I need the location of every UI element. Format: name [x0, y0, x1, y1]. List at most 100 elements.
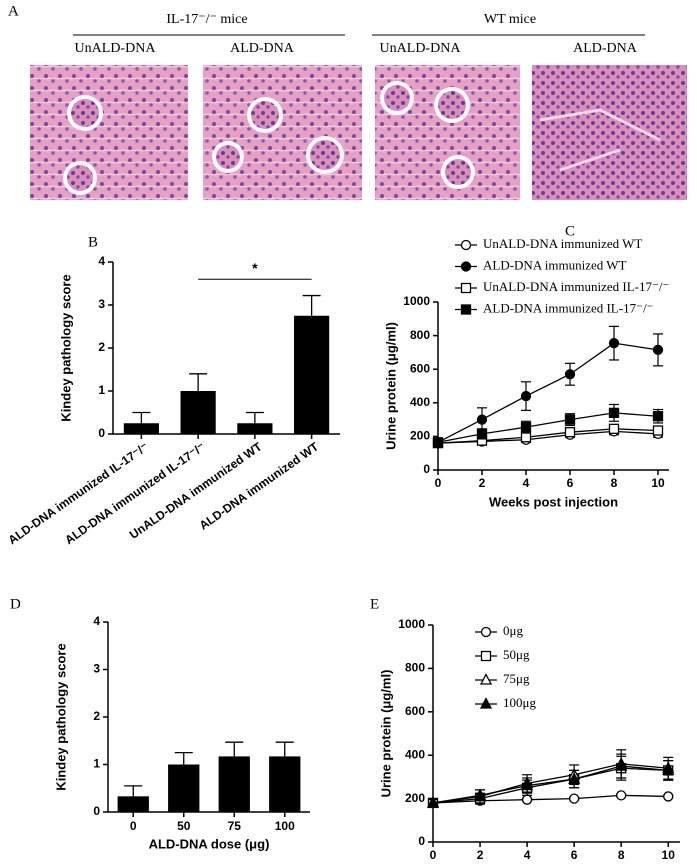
marker [663, 791, 674, 802]
x-tick-label: 0 [430, 848, 437, 862]
legend-label: 100μg [503, 695, 536, 710]
legend-marker [460, 239, 472, 251]
x-tick-label: 10 [662, 848, 676, 862]
x-tick-label: 6 [571, 848, 578, 862]
bar [180, 391, 216, 434]
y-tick-label: 400 [405, 747, 425, 761]
legend-marker [480, 626, 492, 638]
marker [520, 432, 532, 443]
x-tick-label: 6 [567, 476, 574, 490]
panel-label: C [565, 223, 575, 239]
legend-label: 0μg [503, 623, 523, 638]
y-tick-label: 600 [410, 361, 430, 375]
marker [476, 414, 488, 425]
bar [269, 756, 301, 812]
marker [564, 369, 576, 380]
y-axis-label: Kindey pathology score [53, 643, 68, 790]
marker [652, 344, 664, 356]
column-header: ALD-DNA [573, 41, 638, 56]
y-tick-label: 4 [98, 254, 105, 268]
x-tick-label: 50 [177, 819, 191, 833]
legend-label: UnALD-DNA immunized WT [483, 236, 642, 251]
marker [476, 428, 488, 440]
series-line [437, 428, 659, 444]
panel-label: A [8, 3, 19, 19]
histology-image [375, 65, 520, 200]
x-tick-label: 4 [524, 848, 531, 862]
marker [520, 422, 532, 433]
y-tick-label: 800 [405, 661, 425, 675]
legend-label: 50μg [503, 647, 530, 662]
x-tick-label: 8 [618, 848, 625, 862]
panel-label: E [370, 596, 379, 612]
x-axis-label: Weeks post injection [489, 494, 618, 509]
marker [608, 407, 620, 419]
x-tick-label: 4 [523, 476, 530, 490]
y-tick-label: 2 [98, 340, 105, 354]
y-tick-label: 0 [93, 804, 100, 818]
x-tick-label: 8 [611, 476, 618, 490]
bar [237, 423, 273, 434]
x-tick-label: 0 [130, 819, 137, 833]
marker [568, 772, 581, 784]
y-tick-label: 600 [405, 704, 425, 718]
legend-label: UnALD-DNA immunized IL-17⁻/⁻ [483, 279, 669, 294]
y-tick-label: 2 [93, 709, 100, 723]
legend-marker [460, 282, 472, 294]
series-line [432, 794, 669, 804]
legend-label: 75μg [503, 671, 530, 686]
legend-label: ALD-DNA immunized WT [483, 257, 627, 272]
y-tick-label: 0 [418, 834, 425, 848]
marker [662, 763, 675, 776]
x-tick-label: 2 [479, 476, 486, 490]
y-axis-label: Kindey pathology score [58, 274, 73, 421]
y-tick-label: 800 [410, 328, 430, 342]
y-axis-label: Urine protein (μg/ml) [383, 322, 398, 450]
x-tick-label: 0 [435, 476, 442, 490]
bar [218, 756, 250, 812]
x-tick-label: 75 [228, 819, 242, 833]
marker [473, 788, 487, 800]
y-tick-label: 1000 [403, 294, 430, 308]
marker [521, 794, 533, 805]
y-tick-label: 400 [410, 395, 430, 409]
y-tick-label: 0 [423, 462, 430, 476]
y-tick-label: 1000 [398, 617, 425, 631]
y-tick-label: 3 [98, 297, 105, 311]
y-tick-label: 1 [93, 757, 100, 771]
y-tick-label: 200 [405, 791, 425, 805]
series-line [432, 763, 669, 804]
x-tick-label: 10 [651, 476, 665, 490]
x-tick-label: 100 [275, 819, 295, 833]
bar [294, 315, 330, 434]
y-axis-label: Urine protein (μg/ml) [378, 670, 393, 798]
legend-marker [460, 304, 472, 315]
marker [616, 790, 627, 801]
column-header: UnALD-DNA [75, 41, 157, 56]
histology-image [203, 65, 362, 200]
annotation: * [252, 260, 258, 276]
histology-image [532, 65, 687, 200]
legend-marker [479, 673, 493, 685]
panel-label: D [10, 596, 21, 612]
marker [564, 414, 576, 425]
series-line [437, 430, 659, 444]
marker [608, 338, 620, 349]
marker [432, 437, 444, 448]
group-header: IL-17⁻/⁻ mice [166, 12, 247, 27]
x-axis-label: ALD-DNA dose (μg) [149, 836, 270, 851]
y-tick-label: 3 [93, 662, 100, 676]
column-header: ALD-DNA [230, 41, 295, 56]
legend-label: ALD-DNA immunized IL-17⁻/⁻ [483, 300, 653, 315]
legend-marker [480, 650, 492, 662]
series-line [432, 765, 669, 804]
y-tick-label: 200 [410, 429, 430, 443]
y-tick-label: 4 [93, 614, 100, 628]
x-tick-label: 2 [477, 848, 484, 862]
legend-marker [479, 697, 493, 709]
marker [568, 793, 580, 804]
marker [615, 759, 628, 771]
group-header: WT mice [484, 12, 536, 27]
panel-label: B [88, 234, 98, 250]
